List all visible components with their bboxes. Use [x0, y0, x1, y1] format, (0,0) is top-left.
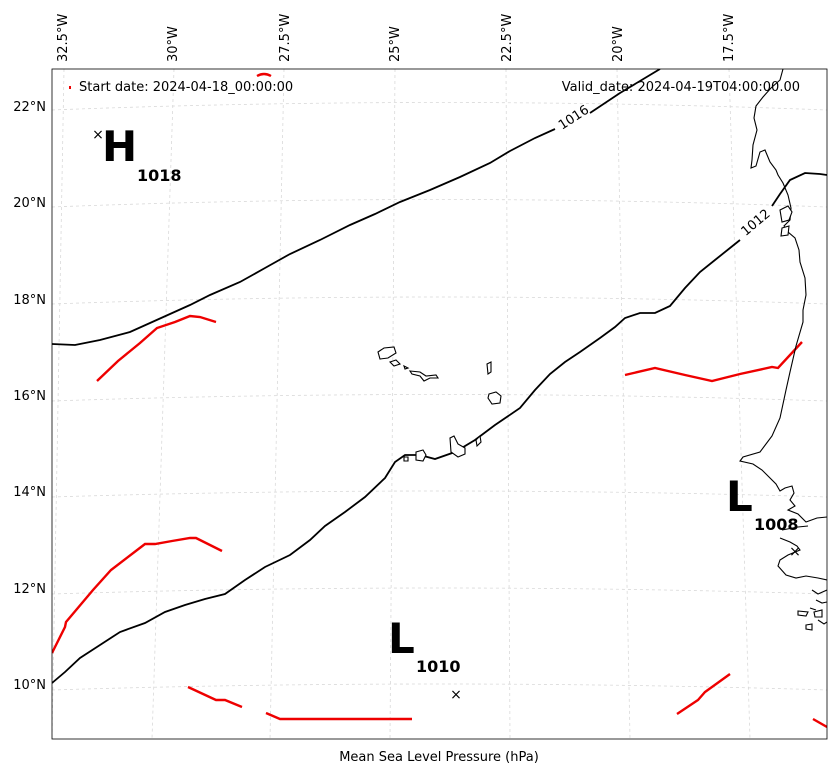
legend-marker [69, 86, 71, 89]
lat-tick-label: 12°N [13, 582, 46, 597]
center-x-mark: × [92, 127, 104, 143]
coastline [739, 69, 827, 631]
longitude-ticks: 32.5°W 30°W 27.5°W 25°W 22.5°W 20°W 17.5… [56, 14, 737, 62]
gambia-coast [777, 525, 827, 581]
isobar-1016 [52, 128, 556, 346]
bijagos-islands [797, 609, 823, 631]
center-x-mark: × [450, 687, 462, 703]
latitude-ticks: 22°N 20°N 18°N 16°N 14°N 12°N 10°N [13, 100, 46, 693]
low-center-value: 1010 [416, 657, 461, 676]
african-coast [739, 69, 827, 523]
coast-island-1 [779, 205, 793, 223]
front-6 [676, 673, 731, 715]
graticule [52, 69, 827, 739]
island-brava [403, 456, 409, 462]
high-center-value: 1018 [137, 166, 182, 185]
lat-tick-label: 16°N [13, 389, 46, 404]
front-2 [624, 341, 803, 383]
isobar-1016-upper [589, 69, 661, 114]
island-fogo [415, 449, 427, 462]
lon-tick-label: 27.5°W [278, 14, 293, 62]
low-center-symbol: L [388, 614, 415, 663]
low-center-symbol: L [726, 472, 753, 521]
island-boa-vista [487, 391, 502, 405]
island-sal [486, 361, 492, 375]
front-1 [96, 314, 217, 382]
island-sao-nicolau [408, 370, 440, 382]
low-center-value: 1008 [754, 515, 799, 534]
map-frame [51, 68, 828, 740]
front-3 [52, 536, 223, 654]
isobar-1012-upper [771, 172, 827, 207]
lon-tick-label: 32.5°W [56, 14, 71, 62]
coast-island-2 [780, 225, 790, 237]
x-axis-label: Mean Sea Level Pressure (hPa) [339, 750, 539, 765]
lon-tick-label: 17.5°W [722, 14, 737, 62]
valid-date-label: Valid_date: 2024-04-19T04:00:00.00 [562, 80, 800, 95]
front-top [256, 72, 272, 78]
lat-tick-label: 20°N [13, 196, 46, 211]
high-center: × H 1018 [92, 122, 181, 185]
low-center-east: L 1008 × [726, 472, 801, 560]
header-labels: Start date: 2024-04-18_00:00:00 Valid_da… [69, 80, 800, 95]
lat-tick-label: 18°N [13, 293, 46, 308]
front-7 [812, 717, 827, 729]
lon-tick-label: 25°W [388, 26, 403, 62]
low-center-south: L 1010 × [388, 614, 462, 703]
lon-tick-label: 22.5°W [500, 14, 515, 62]
front-4 [187, 685, 243, 709]
cape-verde-islands [377, 346, 502, 462]
island-santiago [449, 435, 466, 458]
lat-tick-label: 14°N [13, 485, 46, 500]
center-x-mark: × [789, 544, 801, 560]
island-santo-antao [377, 346, 397, 360]
start-date-label: Start date: 2024-04-18_00:00:00 [79, 80, 293, 95]
map-panel: 1016 1012 × H 1018 L 1010 × L 1008 [51, 68, 828, 740]
front-5 [265, 711, 412, 721]
high-center-symbol: H [102, 122, 137, 171]
lon-tick-label: 20°W [611, 26, 626, 62]
lat-tick-label: 10°N [13, 678, 46, 693]
lon-tick-label: 30°W [166, 26, 181, 62]
island-sao-vicente [388, 359, 402, 367]
guinea-coast [809, 589, 827, 625]
fronts [52, 72, 827, 729]
lat-tick-label: 22°N [13, 100, 46, 115]
island-santa-luzia [403, 364, 410, 370]
island-maio [475, 434, 482, 448]
pressure-centers: × H 1018 L 1010 × L 1008 × [92, 122, 801, 703]
